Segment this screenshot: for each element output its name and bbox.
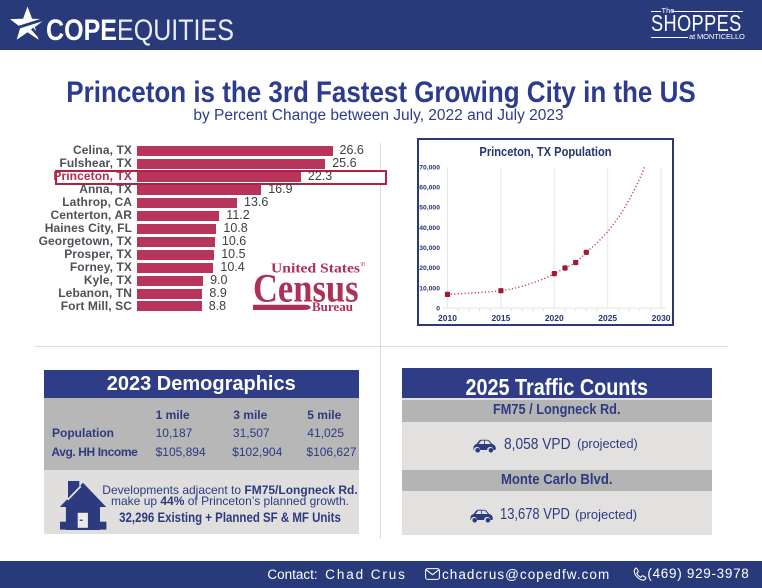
svg-text:70,000: 70,000 [419,164,440,171]
svg-text:60,000: 60,000 [419,185,440,192]
svg-text:10,000: 10,000 [419,285,440,292]
svg-text:20,000: 20,000 [419,265,440,272]
svg-text:2010: 2010 [438,313,457,323]
svg-text:50,000: 50,000 [419,205,440,212]
svg-text:Bureau: Bureau [312,299,353,314]
svg-text:2015: 2015 [491,313,510,323]
svg-text:Census: Census [253,265,359,310]
svg-text:2025: 2025 [598,313,617,323]
svg-text:0: 0 [436,305,440,312]
svg-text:2030: 2030 [652,313,671,323]
svg-text:30,000: 30,000 [419,245,440,252]
svg-text:2020: 2020 [545,313,564,323]
svg-text:TM: TM [361,263,366,268]
svg-text:40,000: 40,000 [419,225,440,232]
svg-text:United States: United States [271,262,361,277]
